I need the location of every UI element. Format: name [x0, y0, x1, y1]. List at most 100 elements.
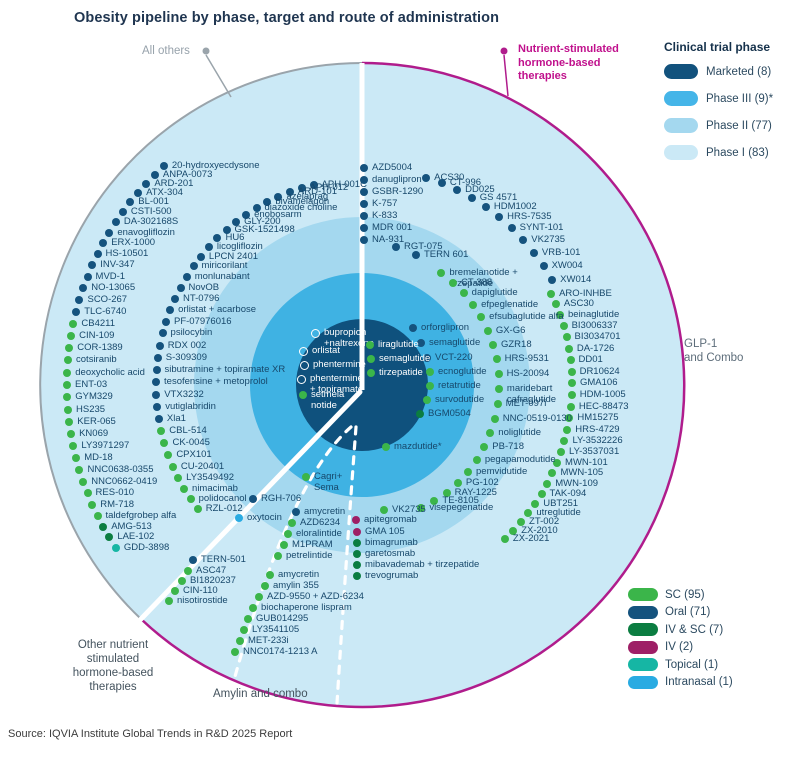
divider-dashed-amylin-right [335, 425, 358, 705]
drug-label: azelaprag [286, 190, 329, 202]
drug-label: MET-097i [505, 398, 547, 410]
divider-lower-left [138, 389, 363, 622]
drug-item: azelaprag [274, 190, 329, 203]
drug-item: ANPA-0073 [150, 168, 213, 181]
route-dot-oral [213, 234, 222, 243]
route-dot-oral [176, 283, 185, 292]
route-dot-oral [417, 339, 425, 347]
drug-label: NNC-0519-0130 [502, 412, 572, 424]
drug-item: DR10624 [567, 366, 620, 378]
drug-label: CPX101 [176, 449, 212, 461]
drug-label: ASC47 [196, 565, 227, 576]
drug-label: mibavademab + tirzepatide [365, 559, 480, 570]
drug-item: GDD-3898 [111, 542, 169, 554]
drug-label: ARD-201 [154, 177, 194, 189]
route-dot-sc [531, 499, 540, 508]
drug-item: VTX3232 [152, 389, 204, 401]
drug-label: efpeglenatide [481, 298, 539, 310]
route-dot-oral [495, 212, 504, 221]
route-dot-sc [69, 319, 78, 328]
drug-label: HS235 [76, 403, 106, 415]
drug-item: ASC47 [184, 565, 227, 577]
route-dot-sc [469, 300, 478, 309]
legend-label: Phase III (9)* [706, 92, 774, 105]
drug-label: ACS30 [434, 171, 465, 183]
drug-label: monlunabant [194, 270, 250, 282]
drug-label: LPCN 2401 [208, 250, 259, 262]
route-dot-sc [174, 473, 183, 482]
route-dot-sc [366, 341, 374, 349]
drug-label: ANPA-0073 [162, 168, 213, 180]
drug-label: BI1820237 [190, 575, 236, 586]
drug-item: LY-3537031 [557, 446, 619, 458]
drug-item: semaglutide [417, 337, 480, 349]
drug-item: HRS-4729 [563, 424, 620, 436]
drug-item: LPCN 2401 [196, 250, 259, 263]
drug-item: efpeglenatide [469, 298, 539, 311]
drug-item: orlistat + acarbose [166, 304, 256, 316]
drug-label: GX-G6 [495, 324, 526, 336]
route-dot-iv [352, 516, 360, 524]
drug-label: K-757 [372, 198, 398, 209]
drug-item: HM15275 [565, 413, 619, 424]
drug-item: TERN-501 [189, 554, 246, 566]
drug-label: bivamelagon [275, 196, 330, 208]
drug-label: CIN-109 [79, 330, 115, 341]
drug-label: cotsiranib [76, 354, 117, 366]
drug-item: XW004 [539, 260, 583, 272]
drug-label: LY3541105 [252, 624, 300, 635]
legend-row: Topical (1) [628, 658, 733, 671]
drug-label: HDM-1005 [579, 389, 626, 400]
drug-item: nisotirostide [165, 595, 228, 607]
drug-label: HS-10501 [105, 248, 149, 260]
drug-label: XW004 [551, 260, 583, 272]
route-dot-oral [105, 228, 114, 237]
source-attribution: Source: IQVIA Institute Global Trends in… [8, 728, 293, 740]
drug-item: ATX-304 [134, 187, 183, 199]
route-dot-sc [449, 278, 458, 287]
route-legend-items: SC (95) Oral (71) IV & SC (7) IV (2) Topical… [628, 588, 733, 689]
route-dot-sc [249, 604, 257, 612]
route-dot-oral [263, 198, 272, 207]
drug-item: pegapamodutide [472, 454, 556, 466]
drug-label: miricorilant [201, 260, 248, 272]
legend-swatch [628, 588, 658, 601]
drug-label: ARD-101 [297, 186, 337, 198]
drug-label: VRB-101 [541, 246, 581, 258]
drug-label: MWN-109 [555, 477, 599, 489]
drug-item: orlistat [299, 345, 340, 357]
route-dot-oral [360, 224, 368, 232]
route-dot-sc [423, 396, 431, 404]
drug-item: tirzepatide [367, 367, 423, 379]
drug-item: ARD-201 [142, 177, 194, 190]
drug-label: RZL-012 [205, 503, 243, 515]
drug-label: orlistat [312, 345, 340, 356]
legend-swatch [628, 658, 658, 671]
route-dot-sc [160, 439, 169, 448]
drug-label: GZR18 [500, 338, 532, 350]
drug-label: HRS-9531 [504, 353, 549, 365]
route-dot-oral [153, 403, 162, 412]
route-dot-oral [360, 236, 368, 244]
drug-label: oxytocin [247, 512, 282, 523]
drug-item: GZR18 [488, 338, 532, 351]
drug-item: mibavademab + tirzepatide [353, 559, 480, 571]
drug-label: enobosarm [254, 208, 302, 220]
route-dot-sc [430, 497, 439, 506]
route-dot-sc [472, 455, 481, 464]
drug-label: CBL-514 [169, 425, 207, 437]
drug-item: LY3549492 [174, 472, 234, 484]
drug-item: INV-347 [88, 260, 135, 271]
drug-item: enobosarm [242, 208, 302, 221]
route-dot-oral [360, 164, 368, 172]
drug-item: utreglutide [524, 508, 581, 519]
drug-item: NNC0638-0355 [75, 464, 154, 476]
route-dot-sc [543, 479, 552, 488]
route-of-administration-legend: SC (95) Oral (71) IV & SC (7) IV (2) Topical… [628, 588, 733, 693]
drug-item: MWN-101 [553, 457, 608, 469]
drug-label: PG-102 [465, 476, 499, 488]
drug-item: monlunabant [182, 270, 250, 283]
route-dot-sc [236, 637, 244, 645]
route-dot-sc [168, 462, 177, 471]
